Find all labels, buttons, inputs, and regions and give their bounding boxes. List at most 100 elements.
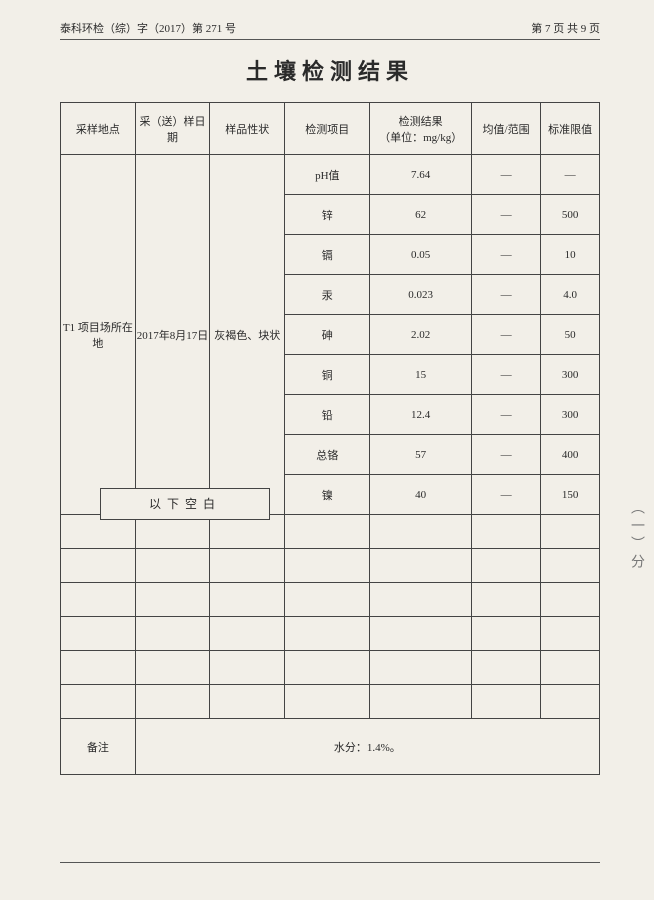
cell-mean: — (471, 355, 540, 395)
cell-empty (370, 515, 471, 549)
cell-limit: — (541, 155, 600, 195)
column-header: 检测结果（单位：mg/kg） (370, 103, 471, 155)
cell-empty (471, 617, 540, 651)
cell-item: 铅 (285, 395, 370, 435)
cell-empty (471, 651, 540, 685)
cell-result: 0.05 (370, 235, 471, 275)
page-title: 土壤检测结果 (60, 54, 600, 86)
blank-below-box: 以下空白 (100, 488, 270, 520)
cell-item: 总铬 (285, 435, 370, 475)
cell-empty (210, 617, 285, 651)
cell-empty (370, 549, 471, 583)
cell-empty (61, 549, 136, 583)
cell-empty (210, 583, 285, 617)
cell-empty (135, 685, 210, 719)
table-row-empty (61, 617, 600, 651)
table-row: T1 项目场所在地2017年8月17日灰褐色、块状pH值7.64—— (61, 155, 600, 195)
cell-empty (541, 685, 600, 719)
column-header: 检测项目 (285, 103, 370, 155)
cell-empty (135, 651, 210, 685)
cell-empty (135, 549, 210, 583)
cell-limit: 150 (541, 475, 600, 515)
table-note-row: 备注水分：1.4%。 (61, 719, 600, 775)
table-row-empty (61, 651, 600, 685)
cell-result: 2.02 (370, 315, 471, 355)
note-value: 水分：1.4%。 (135, 719, 599, 775)
cell-limit: 300 (541, 355, 600, 395)
column-header: 采样地点 (61, 103, 136, 155)
table-row-empty (61, 549, 600, 583)
cell-date: 2017年8月17日 (135, 155, 210, 515)
column-header: 标准限值 (541, 103, 600, 155)
cell-empty (61, 685, 136, 719)
cell-mean: — (471, 195, 540, 235)
cell-empty (541, 617, 600, 651)
results-table: 采样地点采（送）样日期样品性状检测项目检测结果（单位：mg/kg）均值/范围标准… (60, 102, 600, 775)
cell-empty (285, 515, 370, 549)
cell-empty (370, 685, 471, 719)
cell-empty (471, 685, 540, 719)
header-right: 第 7 页 共 9 页 (531, 20, 600, 36)
cell-limit: 50 (541, 315, 600, 355)
page-header: 泰科环检（综）字（2017）第 271 号 第 7 页 共 9 页 (60, 20, 600, 40)
cell-result: 40 (370, 475, 471, 515)
cell-empty (471, 515, 540, 549)
cell-empty (135, 617, 210, 651)
cell-mean: — (471, 475, 540, 515)
cell-item: pH值 (285, 155, 370, 195)
cell-mean: — (471, 275, 540, 315)
footer-rule (60, 862, 600, 863)
cell-empty (471, 583, 540, 617)
cell-empty (541, 651, 600, 685)
cell-result: 7.64 (370, 155, 471, 195)
cell-empty (285, 549, 370, 583)
column-header: 均值/范围 (471, 103, 540, 155)
cell-result: 0.023 (370, 275, 471, 315)
cell-empty (541, 583, 600, 617)
table-row-empty (61, 685, 600, 719)
note-label: 备注 (61, 719, 136, 775)
cell-location: T1 项目场所在地 (61, 155, 136, 515)
cell-empty (370, 651, 471, 685)
cell-empty (285, 685, 370, 719)
cell-empty (285, 651, 370, 685)
cell-limit: 500 (541, 195, 600, 235)
cell-mean: — (471, 435, 540, 475)
column-header: 采（送）样日期 (135, 103, 210, 155)
cell-empty (370, 617, 471, 651)
cell-empty (210, 651, 285, 685)
cell-empty (61, 583, 136, 617)
cell-mean: — (471, 315, 540, 355)
table-row-empty (61, 583, 600, 617)
cell-result: 57 (370, 435, 471, 475)
cell-item: 镉 (285, 235, 370, 275)
cell-trait: 灰褐色、块状 (210, 155, 285, 515)
cell-limit: 4.0 (541, 275, 600, 315)
cell-mean: — (471, 155, 540, 195)
cell-empty (61, 617, 136, 651)
cell-item: 锌 (285, 195, 370, 235)
cell-item: 砷 (285, 315, 370, 355)
table-header-row: 采样地点采（送）样日期样品性状检测项目检测结果（单位：mg/kg）均值/范围标准… (61, 103, 600, 155)
cell-limit: 400 (541, 435, 600, 475)
cell-result: 62 (370, 195, 471, 235)
cell-empty (471, 549, 540, 583)
cell-mean: — (471, 235, 540, 275)
side-annotation: （一）分 (626, 500, 646, 572)
cell-empty (370, 583, 471, 617)
cell-limit: 10 (541, 235, 600, 275)
cell-empty (135, 583, 210, 617)
column-header: 样品性状 (210, 103, 285, 155)
cell-item: 铜 (285, 355, 370, 395)
cell-empty (285, 617, 370, 651)
cell-result: 12.4 (370, 395, 471, 435)
header-left: 泰科环检（综）字（2017）第 271 号 (60, 20, 236, 36)
cell-mean: — (471, 395, 540, 435)
cell-empty (285, 583, 370, 617)
cell-item: 镍 (285, 475, 370, 515)
cell-empty (541, 549, 600, 583)
cell-empty (210, 685, 285, 719)
cell-empty (541, 515, 600, 549)
cell-result: 15 (370, 355, 471, 395)
cell-empty (210, 549, 285, 583)
